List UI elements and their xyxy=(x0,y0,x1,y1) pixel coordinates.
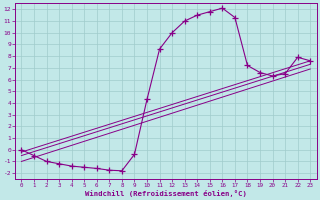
X-axis label: Windchill (Refroidissement éolien,°C): Windchill (Refroidissement éolien,°C) xyxy=(85,190,247,197)
